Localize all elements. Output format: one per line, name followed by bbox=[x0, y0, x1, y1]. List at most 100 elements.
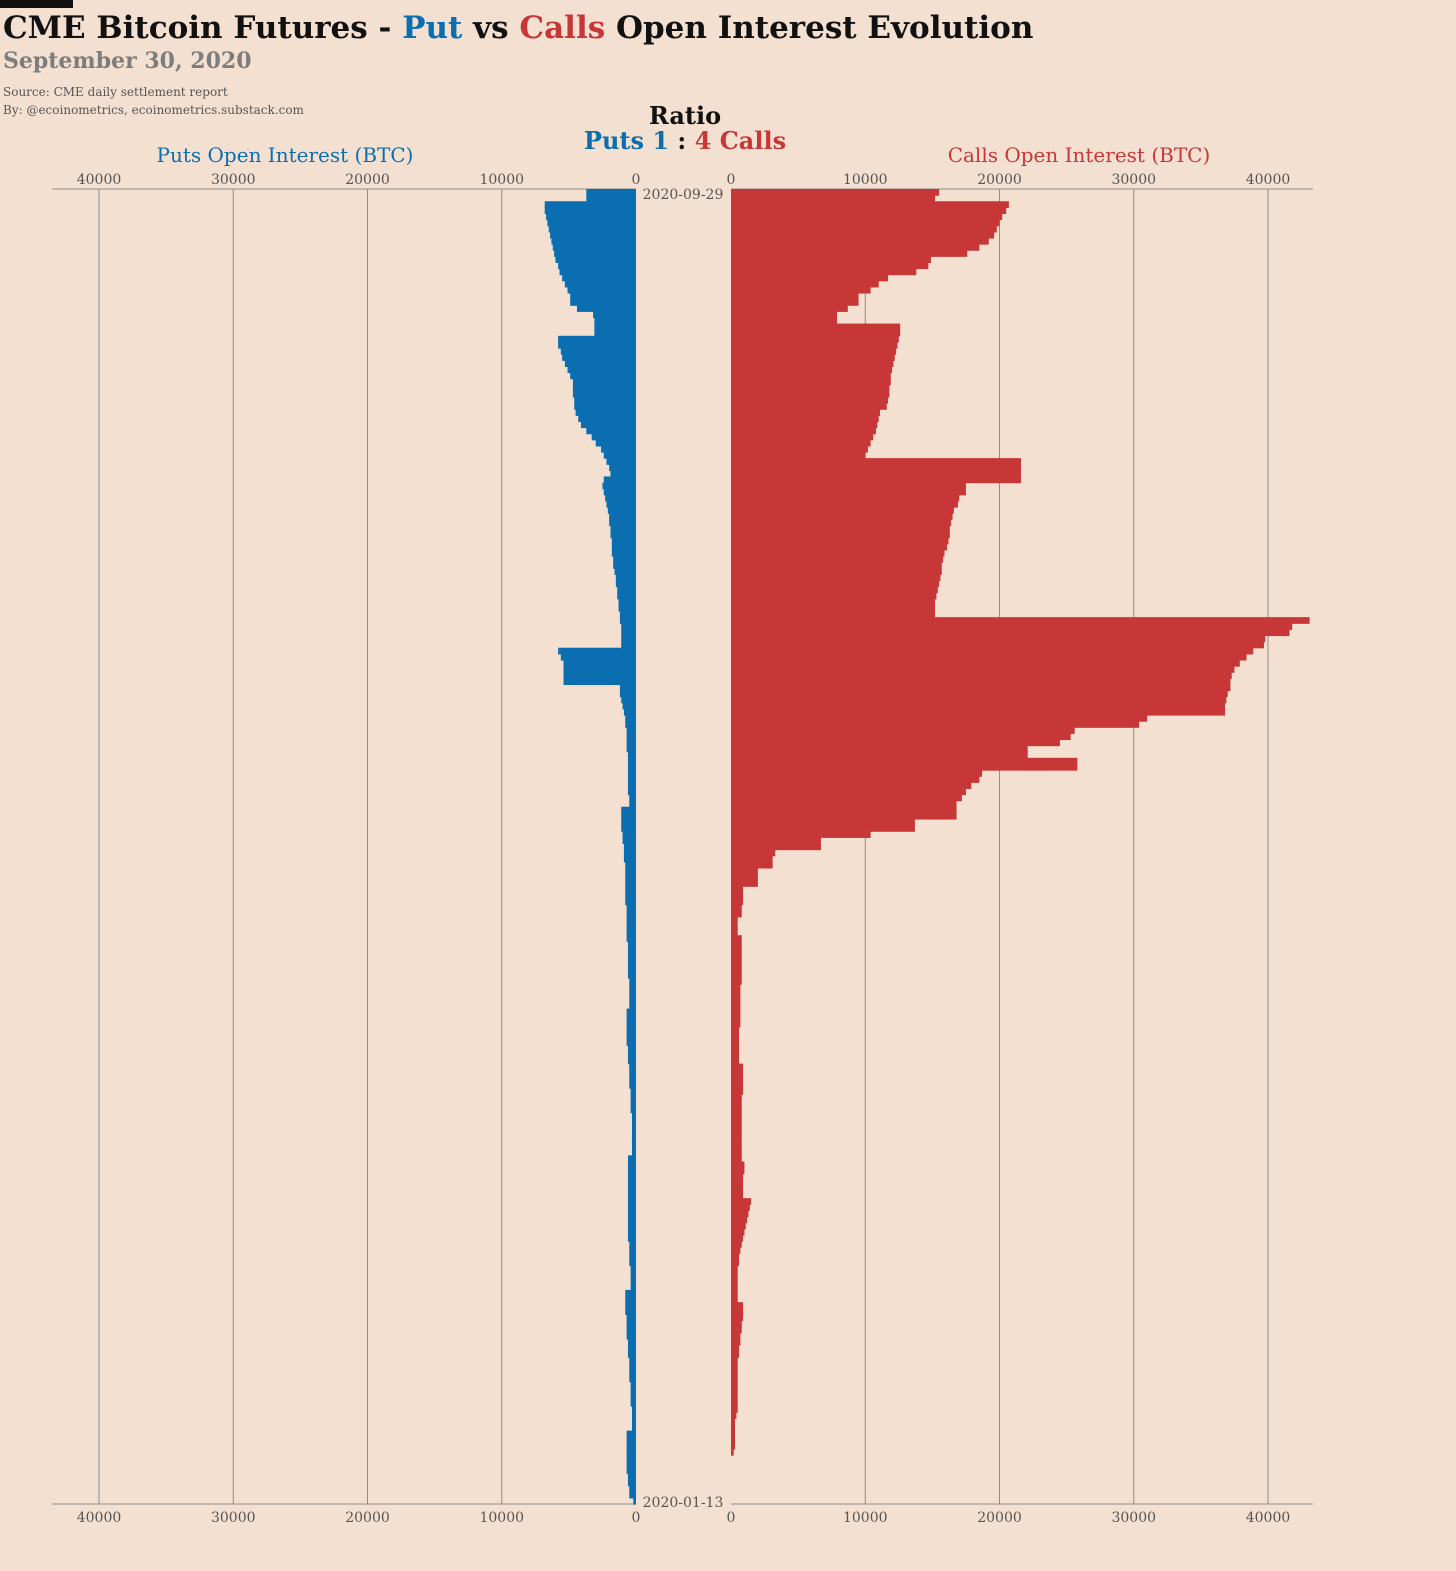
puts-bar bbox=[603, 476, 636, 484]
puts-bar bbox=[609, 513, 636, 520]
puts-bar bbox=[627, 947, 636, 955]
puts-bar bbox=[619, 611, 636, 618]
calls-bar bbox=[731, 1179, 744, 1187]
calls-bar bbox=[731, 507, 954, 514]
puts-bar bbox=[630, 1277, 636, 1285]
puts-bar bbox=[563, 672, 636, 679]
calls-bar bbox=[731, 586, 938, 594]
calls-bar bbox=[731, 629, 1290, 637]
puts-bar bbox=[626, 1436, 636, 1444]
puts-bar bbox=[629, 1259, 636, 1267]
calls-bar bbox=[731, 1100, 742, 1108]
puts-bar bbox=[629, 984, 636, 991]
left-tick-label-bottom: 0 bbox=[632, 1510, 641, 1526]
calls-bar bbox=[731, 1289, 738, 1297]
puts-bar bbox=[629, 1063, 636, 1071]
calls-bar bbox=[731, 488, 966, 496]
calls-bar bbox=[731, 195, 936, 202]
date-label-bottom: 2020-01-13 bbox=[643, 1495, 724, 1511]
right-tick-label-bottom: 40000 bbox=[1246, 1510, 1291, 1526]
puts-bar bbox=[627, 953, 636, 961]
calls-bar bbox=[731, 286, 871, 294]
calls-bar bbox=[731, 354, 895, 361]
right-tick-label-top: 10000 bbox=[843, 172, 888, 188]
calls-bar bbox=[731, 886, 744, 893]
calls-bar bbox=[731, 659, 1240, 667]
calls-bar bbox=[731, 611, 936, 618]
calls-bar bbox=[731, 1369, 738, 1377]
puts-bar bbox=[546, 213, 636, 221]
title-suffix: Open Interest Evolution bbox=[605, 10, 1034, 46]
calls-bar bbox=[731, 1418, 736, 1426]
puts-bar bbox=[626, 1430, 636, 1438]
calls-bar bbox=[731, 953, 742, 961]
calls-bar bbox=[731, 1283, 738, 1291]
puts-bar bbox=[626, 1455, 636, 1462]
top-accent-bar bbox=[0, 0, 73, 8]
puts-bar bbox=[627, 788, 636, 796]
calls-bar bbox=[731, 1039, 740, 1046]
puts-bar bbox=[630, 1088, 636, 1095]
calls-bar bbox=[731, 978, 742, 985]
puts-bar bbox=[627, 965, 636, 973]
calls-bar bbox=[731, 672, 1232, 679]
calls-bar bbox=[731, 1192, 744, 1199]
calls-bar bbox=[731, 1332, 741, 1340]
calls-bar bbox=[731, 525, 950, 533]
puts-bar bbox=[629, 1075, 636, 1083]
calls-bar bbox=[731, 825, 915, 832]
calls-bar bbox=[731, 935, 742, 942]
right-tick-label-top: 20000 bbox=[977, 172, 1022, 188]
calls-bar bbox=[731, 708, 1226, 716]
puts-bar bbox=[611, 537, 636, 545]
calls-bar bbox=[731, 494, 960, 502]
calls-bar bbox=[731, 1400, 738, 1407]
puts-bar bbox=[547, 219, 636, 227]
puts-bar bbox=[629, 1081, 636, 1089]
puts-bar bbox=[631, 1137, 636, 1144]
calls-bar bbox=[731, 323, 901, 331]
calls-bar bbox=[731, 555, 944, 563]
calls-bar bbox=[731, 1014, 741, 1022]
calls-bar bbox=[731, 727, 1075, 734]
puts-bar bbox=[617, 586, 636, 594]
calls-bar bbox=[731, 225, 997, 233]
calls-bar bbox=[731, 1161, 745, 1169]
calls-bar bbox=[731, 843, 821, 851]
calls-bar bbox=[731, 1002, 741, 1010]
calls-bar bbox=[731, 1057, 740, 1065]
calls-bar bbox=[731, 1020, 741, 1028]
puts-bar bbox=[627, 1210, 636, 1218]
puts-bar bbox=[626, 1014, 636, 1022]
calls-bar bbox=[731, 311, 838, 319]
calls-bar bbox=[731, 574, 941, 582]
puts-bar bbox=[631, 1424, 636, 1432]
puts-bar bbox=[544, 201, 636, 208]
calls-bar bbox=[731, 971, 742, 979]
calls-bar bbox=[731, 635, 1266, 643]
puts-bar bbox=[627, 757, 636, 765]
calls-bar bbox=[731, 1210, 749, 1218]
calls-bar bbox=[731, 299, 859, 306]
calls-bar bbox=[731, 1167, 745, 1175]
calls-bar bbox=[731, 653, 1247, 661]
left-axis-label: Puts Open Interest (BTC) bbox=[157, 143, 414, 167]
puts-bar bbox=[630, 1393, 636, 1401]
puts-bar bbox=[576, 305, 636, 312]
puts-bar bbox=[606, 500, 636, 508]
puts-bar bbox=[626, 922, 636, 930]
right-tick-label-top: 30000 bbox=[1111, 172, 1156, 188]
left-tick-label-top: 30000 bbox=[211, 172, 256, 188]
calls-bar bbox=[731, 929, 738, 936]
puts-bar bbox=[559, 268, 636, 276]
puts-bar bbox=[629, 1491, 636, 1499]
puts-bar bbox=[626, 1448, 636, 1456]
puts-bar bbox=[630, 1106, 636, 1114]
ratio-separator: : bbox=[669, 126, 695, 155]
calls-bar bbox=[731, 745, 1028, 753]
puts-bar bbox=[629, 1369, 636, 1377]
puts-bar bbox=[607, 507, 636, 514]
puts-bar bbox=[611, 543, 636, 551]
puts-bar bbox=[627, 1057, 636, 1065]
puts-bar bbox=[619, 617, 636, 624]
